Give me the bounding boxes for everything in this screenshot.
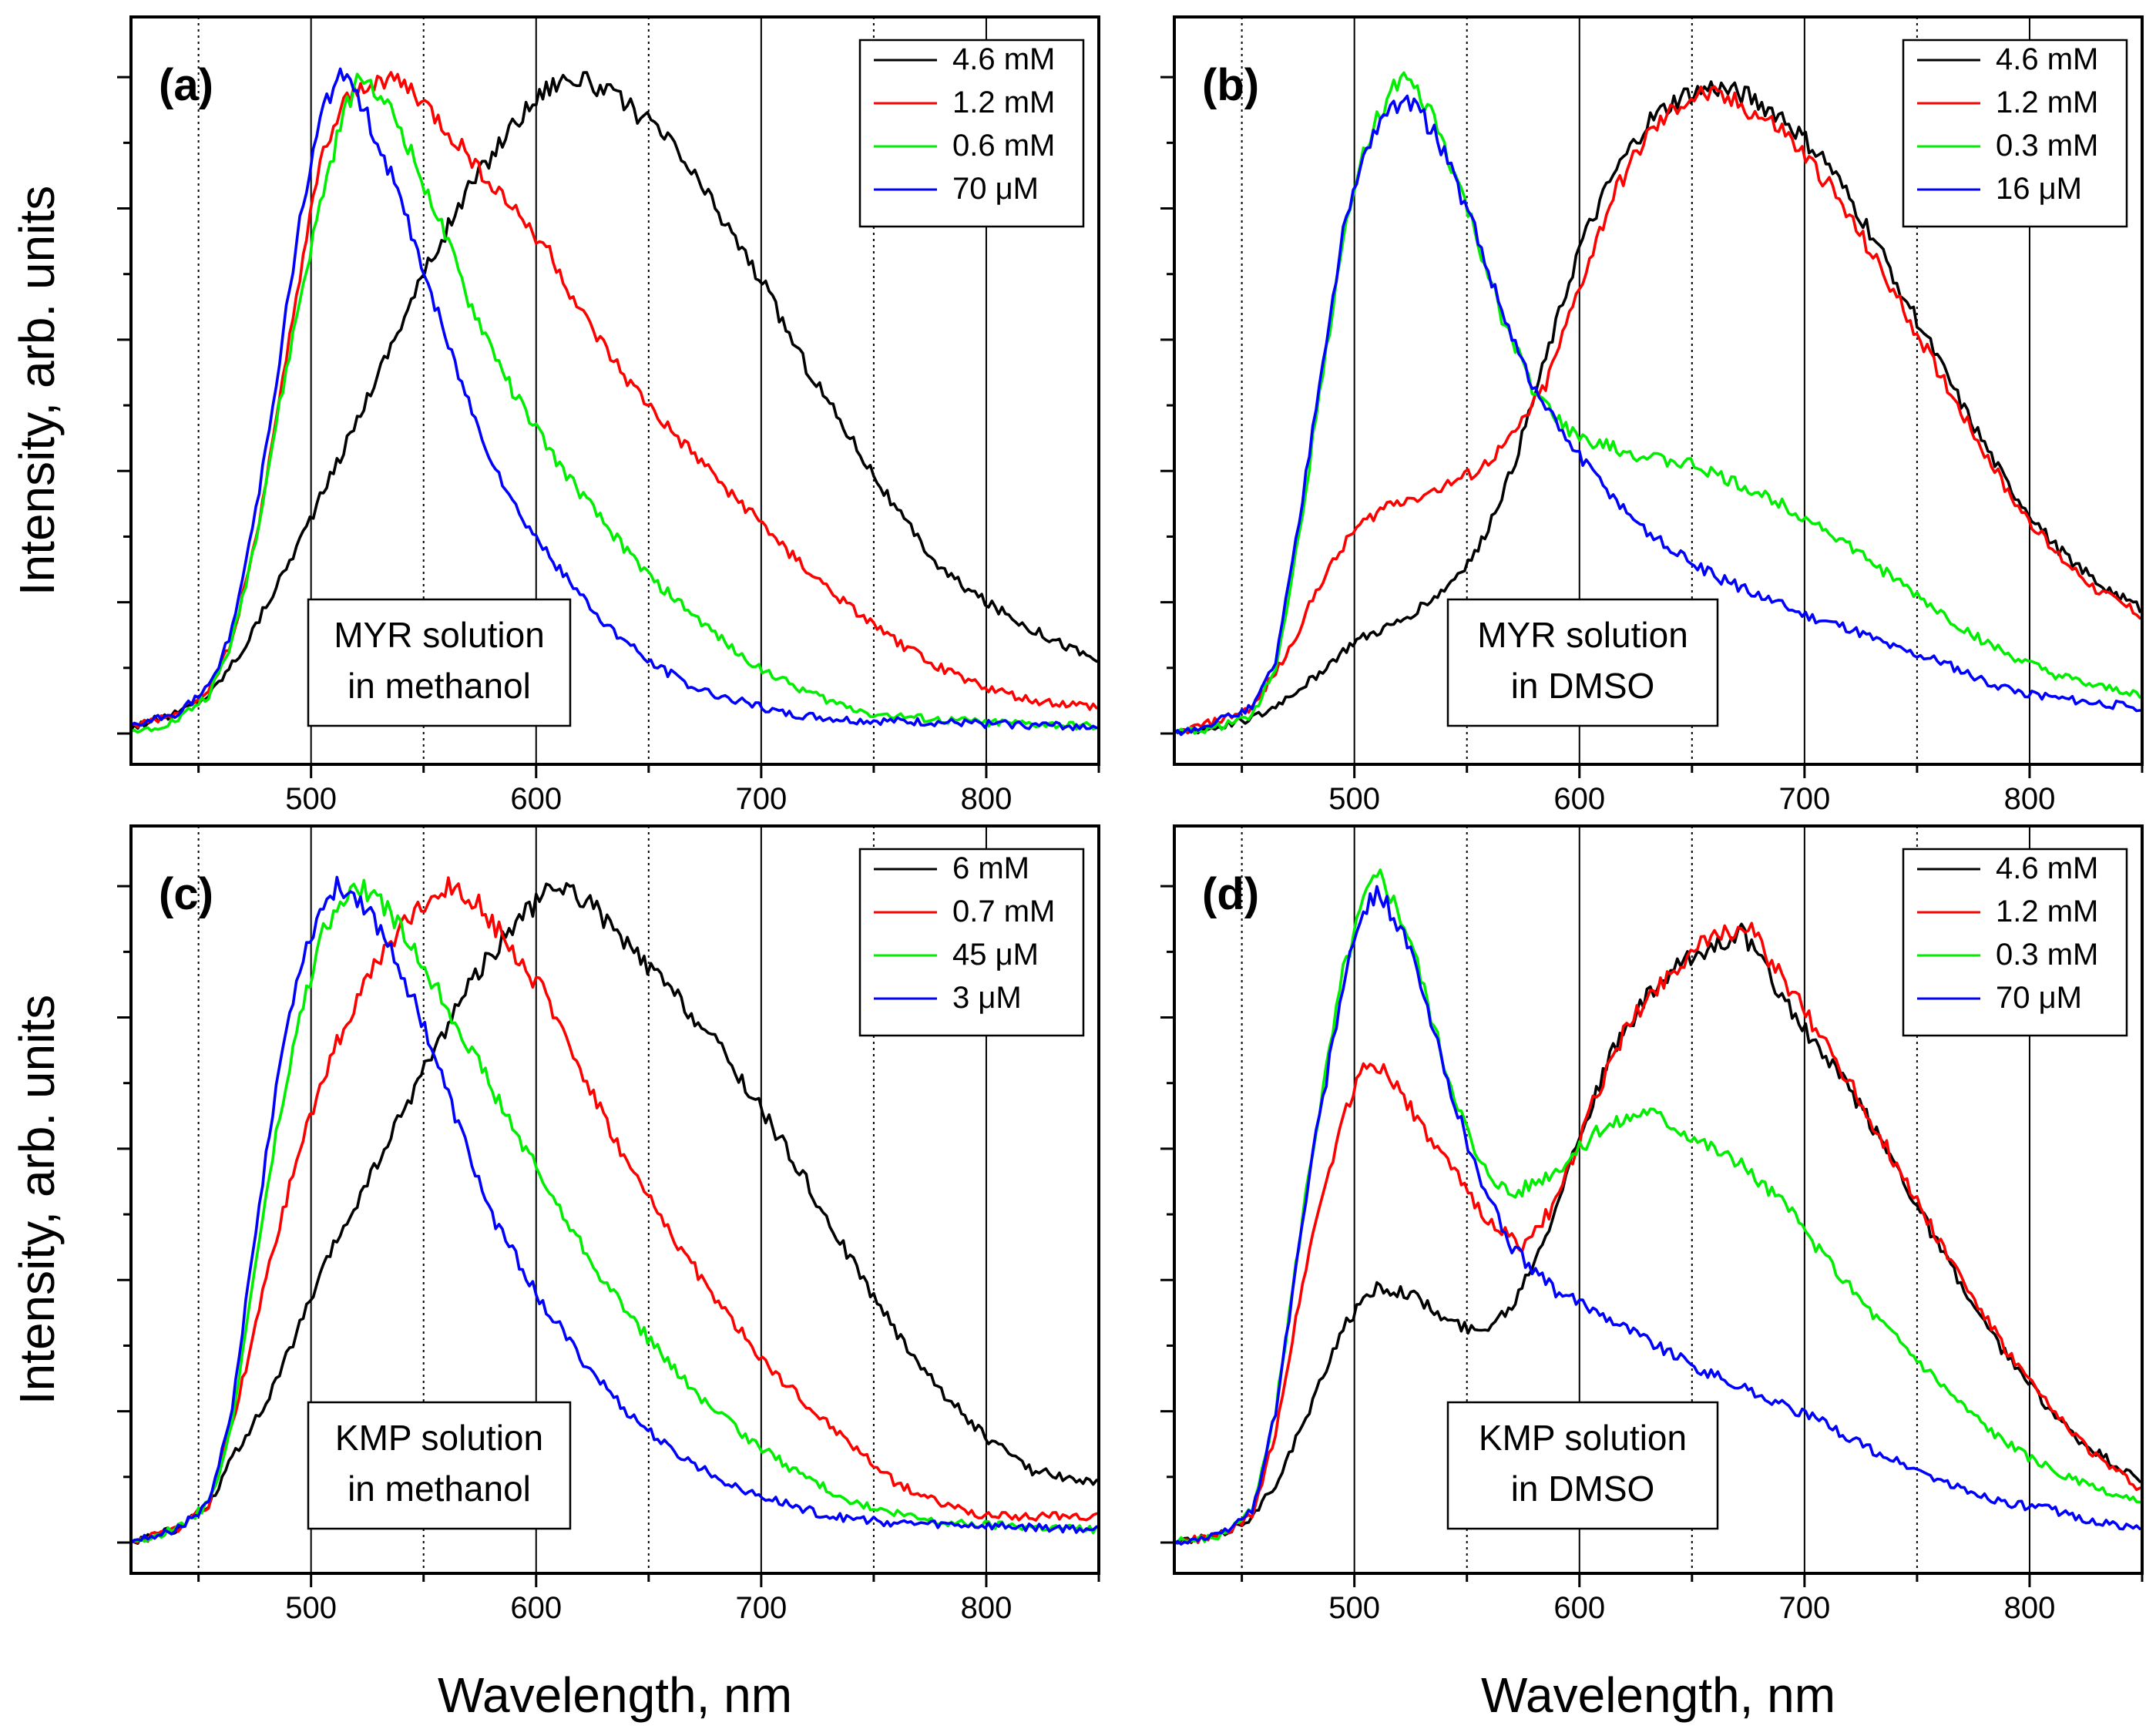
- legend-label: 4.6 mM: [1996, 42, 2098, 76]
- panel-label: (a): [159, 60, 213, 110]
- y-axis-title: Intensity, arb. units: [9, 186, 65, 596]
- x-tick-label: 600: [1553, 1591, 1605, 1625]
- annotation-line: KMP solution: [1479, 1418, 1687, 1458]
- series-line-3: [131, 875, 1098, 1545]
- series-group: [131, 67, 1098, 734]
- annotation-box: [307, 598, 572, 727]
- panel-label: (b): [1202, 60, 1259, 110]
- x-tick-label: 700: [1778, 782, 1830, 816]
- annotation-box: [1446, 1401, 1719, 1530]
- x-tick-label: 700: [735, 1591, 787, 1625]
- series-line-1: [1174, 922, 2141, 1544]
- series-group: [1174, 868, 2141, 1546]
- x-tick-label: 800: [961, 1591, 1013, 1625]
- series-line-0: [1174, 80, 2141, 735]
- legend-box: [858, 848, 1085, 1037]
- x-tick-label: 500: [1328, 1591, 1380, 1625]
- legend-label: 1.2 mM: [1996, 86, 2098, 119]
- annotation-line: KMP solution: [335, 1418, 543, 1458]
- legend-label: 3 μM: [952, 981, 1022, 1015]
- series-line-2: [131, 72, 1098, 734]
- y-axis-title: Intensity, arb. units: [9, 995, 65, 1405]
- annotation-line: in methanol: [348, 666, 531, 706]
- series-line-3: [1174, 885, 2141, 1546]
- legend-label: 4.6 mM: [952, 42, 1055, 76]
- plot-frame: [1173, 824, 2144, 1575]
- legend: 4.6 mM 1.2 mM 0.3 mM 70 μM: [1902, 848, 2128, 1037]
- annotation: KMP solution in methanol: [307, 1401, 572, 1530]
- series-group: [131, 875, 1098, 1545]
- annotation-line: in DMSO: [1511, 1469, 1655, 1509]
- legend-label: 0.7 mM: [952, 895, 1055, 928]
- legend-box: [1902, 848, 2128, 1037]
- annotation-line: in methanol: [348, 1469, 531, 1509]
- series-line-2: [1174, 868, 2141, 1545]
- x-tick-label: 600: [1553, 782, 1605, 816]
- legend-label: 4.6 mM: [1996, 851, 2098, 885]
- legend-label: 70 μM: [1996, 981, 2082, 1015]
- series-line-0: [131, 71, 1098, 732]
- series-line-1: [131, 876, 1098, 1544]
- legend-label: 16 μM: [1996, 172, 2082, 206]
- legend: 4.6 mM 1.2 mM 0.6 mM 70 μM: [858, 39, 1085, 228]
- legend-label: 45 μM: [952, 938, 1039, 972]
- legend-label: 0.3 mM: [1996, 938, 2098, 972]
- plot-frame: [1173, 15, 2144, 766]
- legend-box: [858, 39, 1085, 228]
- x-tick-label: 500: [285, 782, 337, 816]
- panel-d: 500 600 700 800 (d) 4.6 mM 1.2 mM 0.3 mM 70 μM KM…: [1160, 824, 2144, 1723]
- series-line-1: [1174, 85, 2141, 734]
- legend-label: 0.6 mM: [952, 129, 1055, 163]
- plot-frame: [129, 15, 1100, 766]
- annotation: KMP solution in DMSO: [1446, 1401, 1719, 1530]
- annotation-box: [307, 1401, 572, 1530]
- legend-label: 0.3 mM: [1996, 129, 2098, 163]
- series-line-3: [131, 67, 1098, 731]
- panel-label: (d): [1202, 869, 1259, 919]
- series-group: [1174, 71, 2141, 737]
- panel-c: 500 600 700 800 (c) 6 mM 0.7 mM 45 μM 3 μM KMP so…: [9, 824, 1100, 1723]
- x-tick-label: 600: [510, 782, 562, 816]
- annotation-line: in DMSO: [1511, 666, 1655, 706]
- panel-a: 500 600 700 800 (a) 4.6 mM 1.2 mM 0.6 mM 70 μM MY…: [9, 15, 1100, 816]
- x-tick-label: 700: [1778, 1591, 1830, 1625]
- annotation-line: MYR solution: [1477, 615, 1688, 655]
- x-tick-label: 800: [961, 782, 1013, 816]
- x-tick-label: 500: [1328, 782, 1380, 816]
- x-axis-title: Wavelength, nm: [438, 1667, 792, 1723]
- annotation-line: MYR solution: [334, 615, 545, 655]
- x-tick-label: 500: [285, 1591, 337, 1625]
- annotation: MYR solution in methanol: [307, 598, 572, 727]
- series-line-3: [1174, 94, 2141, 737]
- legend: 4.6 mM 1.2 mM 0.3 mM 16 μM: [1902, 39, 2128, 228]
- panel-b: 500 600 700 800 (b) 4.6 mM 1.2 mM 0.3 mM 16 μM MY…: [1160, 15, 2144, 816]
- series-line-0: [131, 881, 1098, 1545]
- series-line-1: [131, 71, 1098, 729]
- panel-label: (c): [159, 869, 213, 919]
- legend-label: 70 μM: [952, 172, 1039, 206]
- x-tick-label: 600: [510, 1591, 562, 1625]
- plot-frame: [129, 824, 1100, 1575]
- annotation-box: [1446, 598, 1719, 727]
- x-axis-title: Wavelength, nm: [1481, 1667, 1835, 1723]
- x-tick-label: 800: [2004, 782, 2056, 816]
- legend-label: 1.2 mM: [952, 86, 1055, 119]
- legend: 6 mM 0.7 mM 45 μM 3 μM: [858, 848, 1085, 1037]
- legend-label: 6 mM: [952, 851, 1029, 885]
- x-tick-label: 800: [2004, 1591, 2056, 1625]
- annotation: MYR solution in DMSO: [1446, 598, 1719, 727]
- legend-box: [1902, 39, 2128, 228]
- legend-label: 1.2 mM: [1996, 895, 2098, 928]
- x-tick-label: 700: [735, 782, 787, 816]
